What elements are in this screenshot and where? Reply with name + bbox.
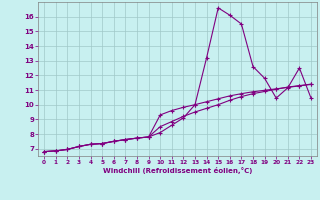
- X-axis label: Windchill (Refroidissement éolien,°C): Windchill (Refroidissement éolien,°C): [103, 167, 252, 174]
